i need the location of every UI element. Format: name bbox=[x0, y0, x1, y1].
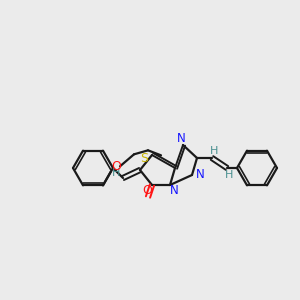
Text: N: N bbox=[196, 169, 204, 182]
Text: H: H bbox=[210, 146, 218, 156]
Text: H: H bbox=[225, 170, 233, 180]
Text: H: H bbox=[112, 168, 120, 178]
Text: S: S bbox=[140, 152, 148, 164]
Text: O: O bbox=[111, 160, 121, 173]
Text: O: O bbox=[142, 184, 152, 197]
Text: N: N bbox=[169, 184, 178, 197]
Text: N: N bbox=[177, 133, 185, 146]
